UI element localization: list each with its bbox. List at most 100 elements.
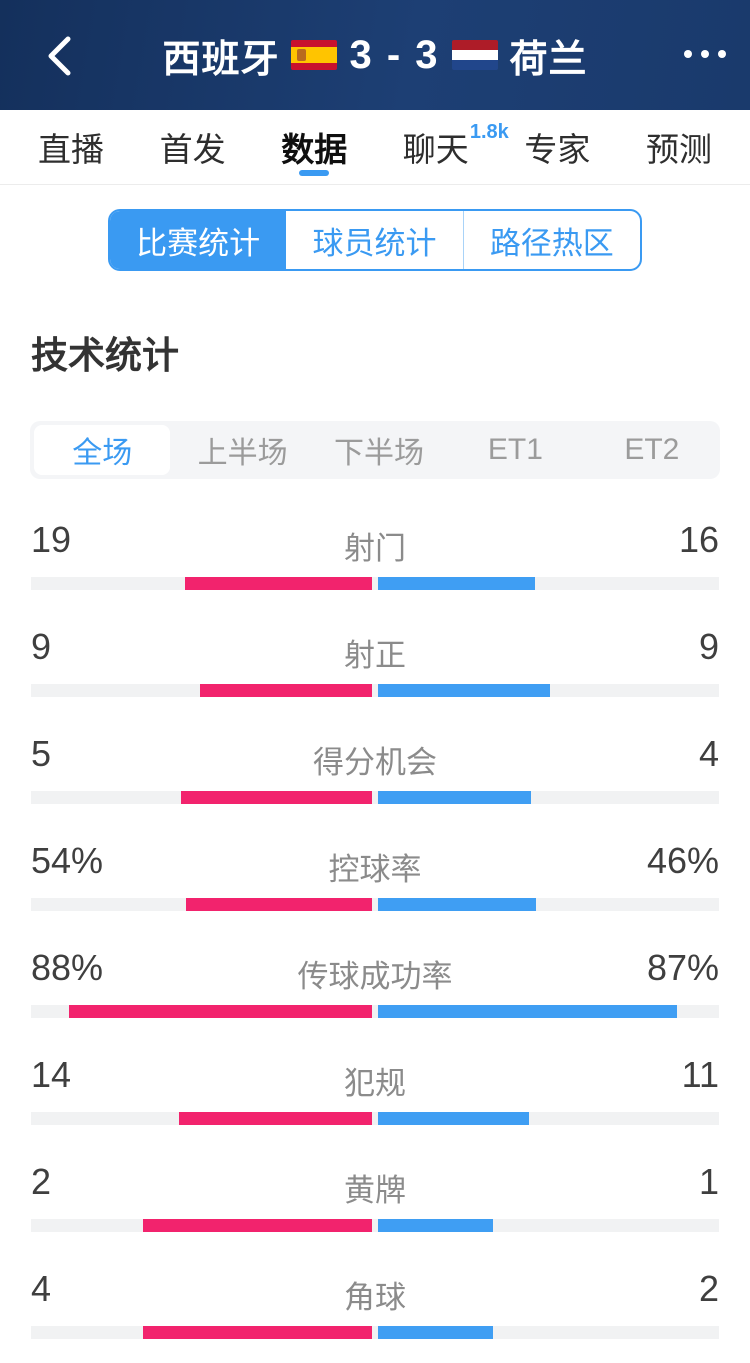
active-tab-underline: [299, 170, 330, 176]
stat-bar-track: [31, 684, 719, 697]
stat-label: 传球成功率: [297, 959, 453, 994]
score-text: 3 - 3: [349, 32, 440, 77]
stat-row: 14 11 犯规: [31, 1042, 719, 1149]
subtab-player-stats[interactable]: 球员统计: [312, 225, 437, 261]
stat-line: 2 1: [31, 1149, 719, 1203]
back-button[interactable]: [46, 34, 80, 78]
stat-label: 射门: [344, 531, 406, 566]
stat-bar-home: [180, 791, 372, 804]
stat-line: 9 9: [31, 614, 719, 668]
stat-row: 9 9 射正: [31, 614, 719, 721]
stat-row: 2 1 黄牌: [31, 1149, 719, 1256]
stat-bar-away: [378, 577, 536, 590]
stat-bar-track: [31, 1005, 719, 1018]
stat-label: 黄牌: [344, 1173, 406, 1208]
stat-home-value: 2: [31, 1161, 52, 1202]
match-title: 西班牙 3 - 3 荷兰: [162, 28, 587, 83]
stat-label: 犯规: [344, 1066, 406, 1101]
tab-expert[interactable]: 专家: [524, 110, 590, 184]
tab-chat[interactable]: 聊天 1.8k: [402, 110, 509, 184]
subtab-match-stats[interactable]: 比赛统计: [110, 211, 287, 269]
stat-bar-away: [378, 1112, 530, 1125]
stat-home-value: 54%: [31, 840, 104, 881]
tab-data[interactable]: 数据: [281, 110, 347, 184]
stat-away-value: 2: [698, 1268, 719, 1309]
team-home-name: 西班牙: [162, 38, 280, 81]
ellipsis-dot: [718, 50, 726, 58]
tab-live[interactable]: 直播: [38, 110, 104, 184]
period-et1[interactable]: ET1: [487, 433, 543, 466]
stat-row: 5 4 得分机会: [31, 721, 719, 828]
main-tab-bar: 直播 首发 数据 聊天 1.8k 专家 预测: [0, 110, 750, 185]
more-menu-button[interactable]: [680, 40, 730, 68]
stat-line: 19 16: [31, 507, 719, 561]
stat-line: 88% 87%: [31, 935, 719, 989]
stat-row: 19 16 射门: [31, 507, 719, 614]
team-away-name: 荷兰: [509, 38, 588, 81]
stat-line: 14 11: [31, 1042, 719, 1096]
netherlands-flag-icon: [451, 40, 498, 70]
stat-bar-away: [378, 1005, 678, 1018]
stat-bar-home: [69, 1005, 372, 1018]
stat-label: 射正: [344, 638, 406, 673]
chevron-left-icon: [48, 36, 71, 76]
stat-bar-home: [179, 1112, 372, 1125]
stat-bar-home: [200, 684, 372, 697]
chat-count-badge: 1.8k: [469, 121, 509, 143]
tab-prediction-label: 预测: [645, 131, 712, 168]
stat-bar-track: [31, 577, 719, 590]
stat-bar-away: [378, 791, 531, 804]
period-et2[interactable]: ET2: [624, 433, 680, 466]
stat-away-value: 4: [698, 733, 719, 774]
stat-label: 控球率: [328, 852, 422, 887]
stat-line: 5 4: [31, 721, 719, 775]
stat-line: 4 2: [31, 1256, 719, 1310]
stat-bar-home: [142, 1326, 372, 1339]
stat-bar-home: [142, 1219, 372, 1232]
stat-away-value: 1: [698, 1161, 719, 1202]
stat-away-value: 87%: [646, 947, 719, 988]
ellipsis-dot: [701, 50, 709, 58]
tab-data-label: 数据: [281, 131, 348, 168]
stat-home-value: 14: [31, 1054, 72, 1095]
stat-home-value: 88%: [31, 947, 104, 988]
tab-prediction[interactable]: 预测: [646, 110, 712, 184]
stat-row: 4 2 角球: [31, 1256, 719, 1363]
stat-home-value: 5: [31, 733, 52, 774]
stat-away-value: 46%: [646, 840, 719, 881]
stat-row: 88% 87% 传球成功率: [31, 935, 719, 1042]
match-header: 西班牙 3 - 3 荷兰: [0, 0, 750, 110]
stat-row: 54% 46% 控球率: [31, 828, 719, 935]
stat-label: 得分机会: [313, 745, 437, 780]
stat-bar-away: [378, 898, 537, 911]
stat-home-value: 19: [31, 519, 72, 560]
tab-live-label: 直播: [38, 131, 104, 168]
stat-bar-away: [378, 684, 550, 697]
period-full[interactable]: 全场: [34, 425, 171, 475]
spain-flag-icon: [291, 40, 338, 70]
tab-lineup[interactable]: 首发: [160, 110, 226, 184]
stat-bar-track: [31, 1219, 719, 1232]
ellipsis-dot: [684, 50, 692, 58]
stat-away-value: 9: [698, 626, 719, 667]
stat-bar-away: [378, 1219, 493, 1232]
tab-chat-label: 聊天: [402, 131, 469, 168]
period-second-half[interactable]: 下半场: [334, 437, 425, 470]
stats-list: 19 16 射门 9 9 射正 5 4 得分机会 54%: [0, 507, 750, 1363]
stat-bar-home: [186, 898, 372, 911]
stat-bar-track: [31, 1112, 719, 1125]
stat-away-value: 16: [678, 519, 719, 560]
stat-bar-away: [378, 1326, 493, 1339]
stat-home-value: 4: [31, 1268, 52, 1309]
tab-lineup-label: 首发: [159, 131, 226, 168]
stat-bar-track: [31, 898, 719, 911]
stat-home-value: 9: [31, 626, 52, 667]
period-first-half[interactable]: 上半场: [197, 437, 288, 470]
stat-label: 角球: [344, 1280, 406, 1315]
spain-emblem: [297, 49, 307, 61]
subtab-path-heatmap[interactable]: 路径热区: [462, 211, 640, 269]
stat-away-value: 11: [681, 1054, 719, 1095]
stats-subtab-group: 比赛统计 球员统计 路径热区: [108, 209, 642, 271]
section-title: 技术统计: [31, 335, 179, 376]
stat-bar-track: [31, 1326, 719, 1339]
